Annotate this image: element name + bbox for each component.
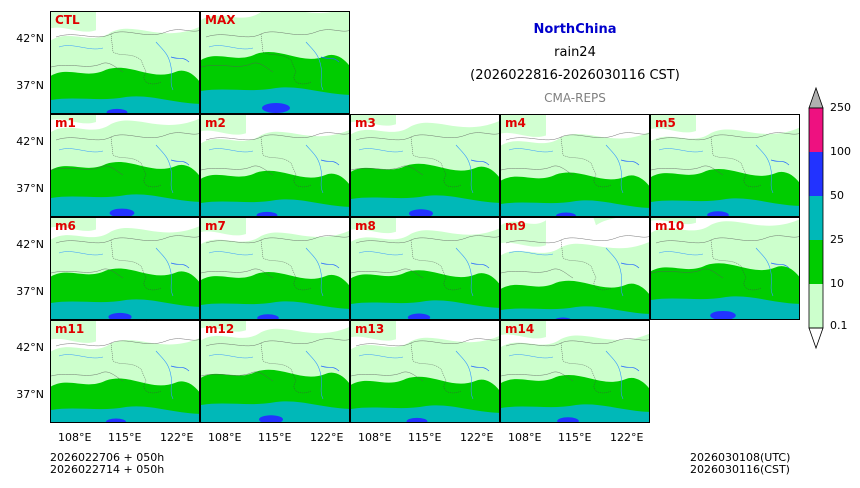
region-title: NorthChina — [533, 22, 617, 37]
panel-m1: m1 — [50, 114, 200, 217]
panel-m8: m8 — [350, 217, 500, 320]
panel-label: m5 — [655, 116, 676, 130]
panel-label: m4 — [505, 116, 526, 130]
panel-label: m11 — [55, 322, 85, 336]
panel-label: m6 — [55, 219, 76, 233]
panel-max: MAX — [200, 11, 350, 114]
colorbar-level-250 — [809, 108, 823, 152]
lat-tick-label: 42°N — [16, 135, 44, 148]
panel-m6: m6 — [50, 217, 200, 320]
panel-m3: m3 — [350, 114, 500, 217]
rain-field-map — [201, 115, 349, 216]
panel-label: CTL — [55, 13, 80, 27]
lon-tick-label: 108°E — [208, 431, 242, 444]
lon-tick-label: 122°E — [460, 431, 494, 444]
lat-tick-label: 42°N — [16, 32, 44, 45]
valid-time-cst: 2026030116(CST) — [690, 463, 790, 476]
lon-tick-label: 115°E — [408, 431, 442, 444]
rain-field-map — [501, 218, 649, 319]
colorbar-tick-10: 10 — [830, 277, 844, 290]
panel-ctl: CTL — [50, 11, 200, 114]
panel-m13: m13 — [350, 320, 500, 423]
panel-m2: m2 — [200, 114, 350, 217]
lon-tick-label: 115°E — [558, 431, 592, 444]
lat-tick-label: 37°N — [16, 182, 44, 195]
period-title: (2026022816-2026030116 CST) — [470, 68, 680, 83]
rain-field-map — [201, 12, 349, 113]
panel-label: m13 — [355, 322, 385, 336]
valid-time-utc: 2026030108(UTC) — [690, 451, 791, 464]
rain-field-map — [651, 115, 799, 216]
lon-tick-label: 122°E — [310, 431, 344, 444]
lat-tick-label: 42°N — [16, 341, 44, 354]
init-time-line-1: 2026022706 + 050h — [50, 451, 165, 464]
panel-m7: m7 — [200, 217, 350, 320]
rain-field-map — [51, 218, 199, 319]
rain-field-map — [501, 115, 649, 216]
rain-field-map — [51, 115, 199, 216]
panel-m12: m12 — [200, 320, 350, 423]
panel-label: m3 — [355, 116, 376, 130]
lon-tick-label: 115°E — [108, 431, 142, 444]
panel-m14: m14 — [500, 320, 650, 423]
colorbar-tick-25: 25 — [830, 233, 844, 246]
panel-m9: m9 — [500, 217, 650, 320]
panel-label: m10 — [655, 219, 685, 233]
lat-tick-label: 37°N — [16, 285, 44, 298]
panel-label: m1 — [55, 116, 76, 130]
rain-field-map — [351, 321, 499, 422]
model-title: CMA-REPS — [544, 91, 606, 105]
colorbar-level-100 — [809, 152, 823, 196]
colorbar-level-25 — [809, 240, 823, 284]
lon-tick-label: 108°E — [358, 431, 392, 444]
variable-title: rain24 — [554, 45, 596, 60]
colorbar-over-arrow — [808, 86, 824, 109]
lat-tick-label: 42°N — [16, 238, 44, 251]
panel-label: m14 — [505, 322, 535, 336]
panel-m4: m4 — [500, 114, 650, 217]
lat-tick-label: 37°N — [16, 79, 44, 92]
colorbar-tick-0-1: 0.1 — [830, 319, 848, 332]
panel-label: m8 — [355, 219, 376, 233]
panel-label: m12 — [205, 322, 235, 336]
panel-label: m9 — [505, 219, 526, 233]
colorbar-tick-100: 100 — [830, 145, 851, 158]
colorbar-tick-50: 50 — [830, 189, 844, 202]
colorbar — [808, 86, 824, 350]
lat-tick-label: 37°N — [16, 388, 44, 401]
rain-field-map — [201, 321, 349, 422]
rain-field-map — [501, 321, 649, 422]
rain-field-map — [51, 12, 199, 113]
rain-field-map — [351, 115, 499, 216]
lon-tick-label: 122°E — [610, 431, 644, 444]
rain-field-map — [201, 218, 349, 319]
colorbar-level-50 — [809, 196, 823, 240]
init-time-line-2: 2026022714 + 050h — [50, 463, 165, 476]
colorbar-under-arrow — [808, 327, 824, 350]
colorbar-level-10 — [809, 284, 823, 328]
panel-label: MAX — [205, 13, 236, 27]
panel-label: m2 — [205, 116, 226, 130]
lon-tick-label: 122°E — [160, 431, 194, 444]
rain-field-map — [51, 321, 199, 422]
lon-tick-label: 108°E — [58, 431, 92, 444]
panel-m11: m11 — [50, 320, 200, 423]
lon-tick-label: 108°E — [508, 431, 542, 444]
rain-field-map — [651, 218, 799, 319]
lon-tick-label: 115°E — [258, 431, 292, 444]
panel-m5: m5 — [650, 114, 800, 217]
panel-label: m7 — [205, 219, 226, 233]
panel-m10: m10 — [650, 217, 800, 320]
rain-field-map — [351, 218, 499, 319]
colorbar-tick-250: 250 — [830, 101, 851, 114]
